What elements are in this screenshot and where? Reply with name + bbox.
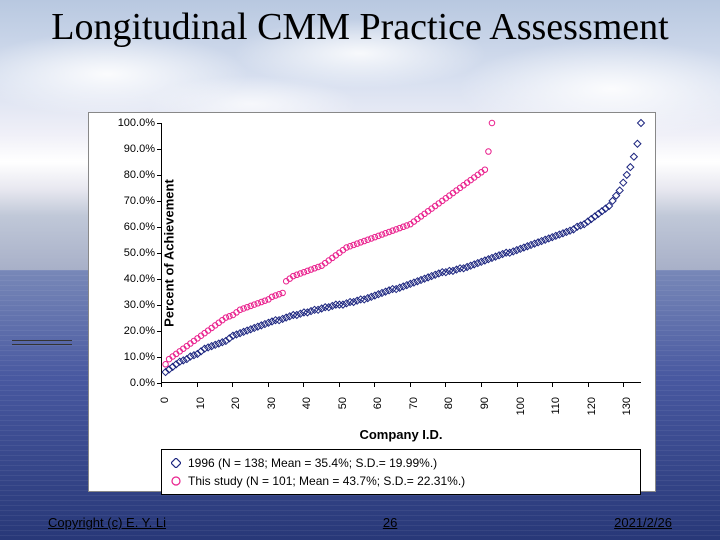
legend: 1996 (N = 138; Mean = 35.4%; S.D.= 19.99… <box>161 449 641 495</box>
page-number: 26 <box>383 515 397 530</box>
plot-area <box>161 123 641 383</box>
date-text: 2021/2/26 <box>614 515 672 530</box>
y-tick-label: 50.0% <box>124 247 155 259</box>
slide-footer: Copyright (c) E. Y. Li 26 2021/2/26 <box>0 515 720 530</box>
y-tick-label: 100.0% <box>118 117 155 129</box>
legend-label: 1996 (N = 138; Mean = 35.4%; S.D.= 19.99… <box>188 454 437 472</box>
x-tick-label: 90 <box>479 397 491 427</box>
legend-entry: This study (N = 101; Mean = 43.7%; S.D.=… <box>170 472 632 490</box>
decorative-rule <box>12 344 72 345</box>
y-tick-label: 20.0% <box>124 325 155 337</box>
y-tick-label: 40.0% <box>124 273 155 285</box>
x-tick-label: 30 <box>266 397 278 427</box>
y-tick-label: 70.0% <box>124 195 155 207</box>
scatter-points <box>162 123 641 382</box>
y-tick-label: 60.0% <box>124 221 155 233</box>
x-axis-label: Company I.D. <box>161 427 641 442</box>
x-tick-label: 100 <box>515 397 527 427</box>
copyright-text: Copyright (c) E. Y. Li <box>48 515 166 530</box>
chart-container: Percent of Achievement Company I.D. 0.0%… <box>88 112 656 492</box>
x-tick-label: 120 <box>586 397 598 427</box>
x-tick-label: 130 <box>621 397 633 427</box>
x-tick-label: 60 <box>372 397 384 427</box>
y-tick-label: 80.0% <box>124 169 155 181</box>
slide-title: Longitudinal CMM Practice Assessment <box>0 8 720 48</box>
x-tick-label: 110 <box>550 397 562 427</box>
x-tick-label: 80 <box>443 397 455 427</box>
y-tick-label: 10.0% <box>124 351 155 363</box>
x-tick-label: 10 <box>195 397 207 427</box>
legend-label: This study (N = 101; Mean = 43.7%; S.D.=… <box>188 472 465 490</box>
x-tick-label: 40 <box>301 397 313 427</box>
x-tick-label: 0 <box>159 397 171 427</box>
y-tick-label: 30.0% <box>124 299 155 311</box>
decorative-rule <box>12 340 72 341</box>
legend-entry: 1996 (N = 138; Mean = 35.4%; S.D.= 19.99… <box>170 454 632 472</box>
diamond-icon <box>170 457 182 469</box>
x-tick-label: 50 <box>337 397 349 427</box>
x-tick-label: 20 <box>230 397 242 427</box>
x-tick-label: 70 <box>408 397 420 427</box>
y-tick-label: 90.0% <box>124 143 155 155</box>
circle-icon <box>170 475 182 487</box>
y-tick-label: 0.0% <box>130 377 155 389</box>
